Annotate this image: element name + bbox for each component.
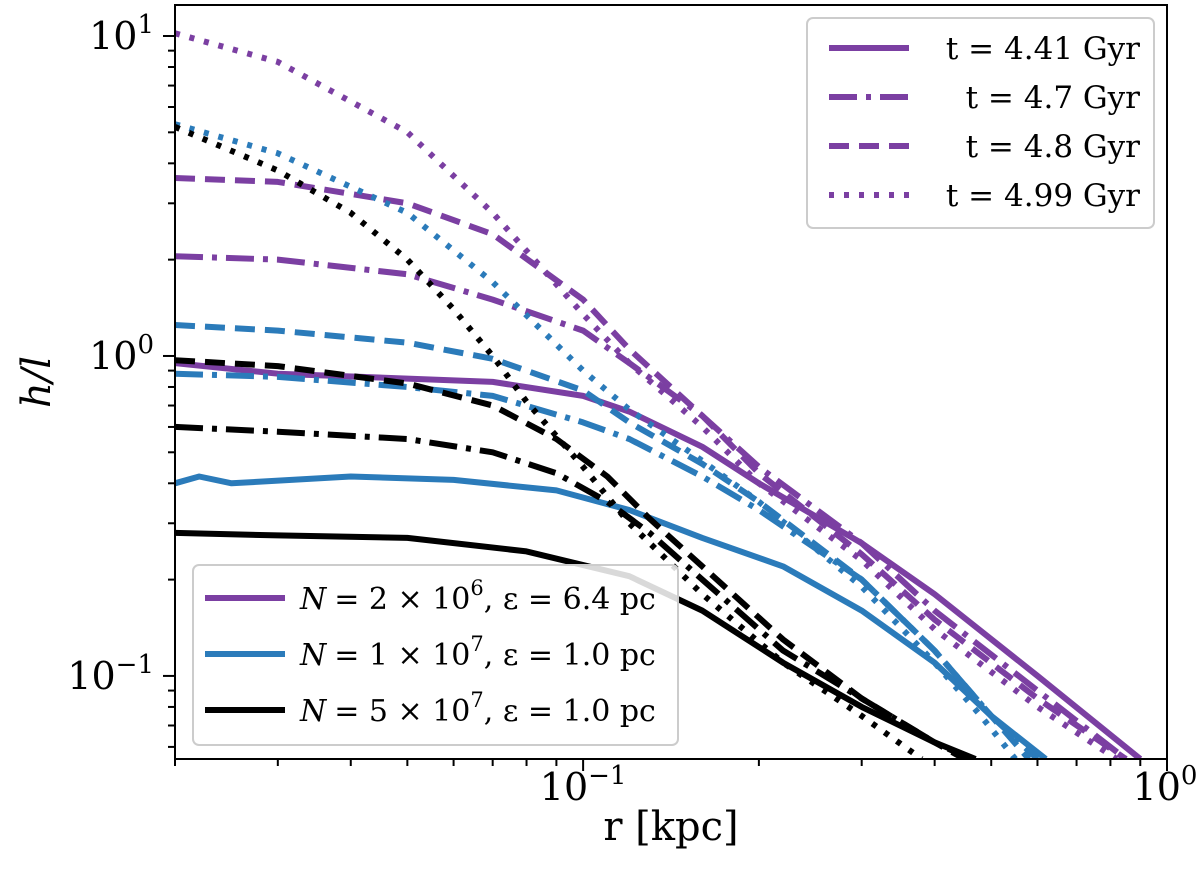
y-axis-label: h/l	[14, 356, 60, 408]
plot-frame	[174, 4, 1168, 760]
x-tick-label: 10−1	[540, 761, 627, 809]
legend-time-label: t = 4.41 Gyr	[946, 31, 1140, 67]
series-line-blue-t4.41	[175, 473, 1048, 759]
x-axis-label: r [kpc]	[603, 804, 738, 850]
ticks-layer: 10−1 100 10−1 100 101	[67, 10, 1197, 809]
legend-resolution-label: N = 1 × 107, ε = 1.0 pc	[299, 632, 656, 673]
legend-time-label: t = 4.99 Gyr	[946, 178, 1140, 214]
legend-resolution-label: N = 2 × 106, ε = 6.4 pc	[299, 576, 656, 617]
legend-resolution: N = 2 × 106, ε = 6.4 pc N = 1 × 107, ε = 1.…	[192, 564, 679, 746]
y-tick-label: 10−1	[67, 650, 154, 698]
series-line-purple-t4.8	[175, 175, 1128, 759]
series-line-black-t4.8	[175, 357, 966, 759]
series-line-black-t4.7	[175, 423, 972, 759]
y-tick-label: 100	[89, 330, 154, 378]
series-line-purple-t4.99	[175, 30, 1119, 759]
legend-time-label: t = 4.7 Gyr	[966, 80, 1141, 116]
legend-time-frame	[806, 17, 1155, 229]
series-line-black-t4.99	[175, 124, 924, 759]
legend-time-label: t = 4.8 Gyr	[966, 129, 1141, 165]
series-line-purple-t4.7	[175, 253, 1128, 759]
y-tick-label: 101	[89, 10, 154, 58]
x-tick-label: 100	[1133, 761, 1198, 809]
series-line-blue-t4.7	[175, 370, 1040, 759]
series-line-blue-t4.99	[175, 121, 1018, 759]
series-line-blue-t4.8	[175, 322, 1032, 759]
legend-time: t = 4.41 Gyr t = 4.7 Gyr t = 4.8 Gyr t = 4.…	[806, 17, 1155, 229]
series-layer	[175, 30, 1143, 759]
legend-resolution-label: N = 5 × 107, ε = 1.0 pc	[299, 688, 656, 729]
legend-resolution-frame	[192, 564, 679, 746]
